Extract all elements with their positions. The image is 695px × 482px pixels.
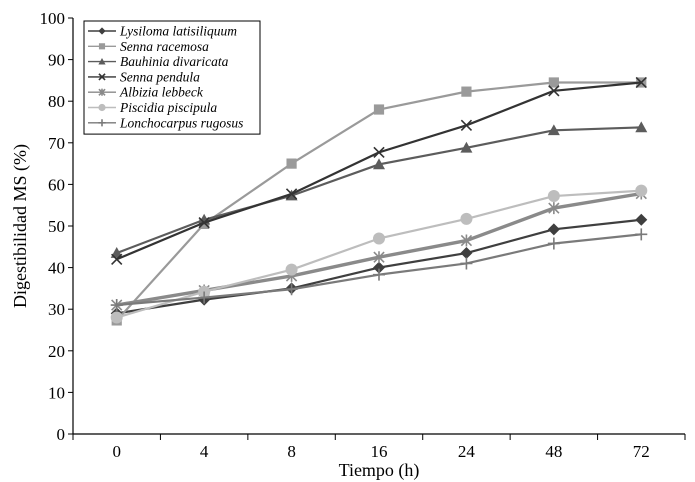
y-tick-label: 80	[48, 92, 65, 111]
y-tick-label: 60	[48, 175, 65, 194]
legend-label: Senna racemosa	[120, 39, 209, 54]
data-point	[635, 213, 648, 226]
legend-marker	[98, 119, 106, 127]
data-point	[460, 212, 473, 225]
data-point	[373, 251, 385, 264]
x-tick-label: 72	[633, 442, 650, 461]
data-point	[548, 202, 560, 215]
x-tick-label: 0	[112, 442, 121, 461]
data-point	[198, 291, 211, 304]
series-layer	[110, 76, 648, 326]
legend-entry: Lonchocarpus rugosus	[88, 115, 243, 130]
legend-entry: Lysiloma latisiliquum	[88, 24, 237, 39]
data-point	[460, 247, 473, 260]
series-7	[110, 228, 648, 312]
data-point	[285, 283, 298, 296]
data-point	[111, 253, 123, 265]
y-tick-label: 40	[48, 259, 65, 278]
series-4	[111, 76, 647, 265]
data-point	[373, 158, 385, 170]
y-tick-label: 90	[48, 51, 65, 70]
series-5	[111, 187, 647, 312]
data-point	[547, 124, 560, 136]
data-point	[110, 247, 123, 258]
legend-marker	[98, 27, 106, 35]
data-point	[460, 119, 473, 131]
legend-marker	[98, 103, 106, 112]
legend-entry: Senna racemosa	[88, 39, 209, 54]
y-tick-label: 20	[48, 342, 65, 361]
data-point	[373, 104, 385, 115]
legend-label: Bauhinia divaricata	[120, 54, 229, 69]
y-axis-ticks: 0 10 20 30 40 50 60 70 80 90 100	[40, 9, 73, 444]
y-tick-label: 100	[40, 9, 66, 28]
data-point	[461, 86, 472, 97]
y-tick-label: 30	[48, 300, 65, 319]
data-point	[373, 268, 385, 281]
x-tick-label: 8	[287, 442, 296, 461]
legend-label: Lysiloma latisiliquum	[119, 24, 237, 39]
legend-marker	[98, 43, 106, 50]
data-point	[548, 77, 559, 88]
data-point	[373, 232, 385, 245]
data-point	[635, 121, 648, 133]
data-point	[110, 311, 123, 324]
x-tick-label: 48	[545, 442, 562, 461]
legend-label: Lonchocarpus rugosus	[119, 115, 243, 130]
data-point	[460, 234, 473, 247]
legend-entry: Piscidia piscipula	[88, 100, 217, 115]
y-tick-label: 0	[57, 425, 66, 444]
data-point	[547, 190, 560, 203]
data-point	[635, 184, 648, 197]
data-point	[547, 237, 560, 250]
legend-entry: Senna pendula	[88, 69, 200, 84]
legend-marker	[98, 88, 106, 96]
data-point	[373, 261, 385, 274]
data-point	[548, 85, 560, 97]
data-point	[285, 188, 298, 200]
data-point	[286, 158, 297, 169]
x-tick-label: 24	[458, 442, 476, 461]
legend-entry: Bauhinia divaricata	[88, 54, 229, 69]
x-axis-label: Tiempo (h)	[339, 460, 420, 481]
data-point	[198, 217, 210, 229]
x-tick-label: 16	[371, 442, 388, 461]
data-point	[110, 299, 123, 312]
series-line	[116, 191, 642, 307]
x-tick-label: 4	[200, 442, 209, 461]
legend-label: Senna pendula	[120, 69, 200, 84]
data-point	[635, 76, 647, 89]
data-point	[460, 257, 473, 270]
y-tick-label: 10	[48, 383, 65, 402]
data-point	[460, 141, 473, 153]
data-point	[635, 228, 648, 241]
y-tick-label: 70	[48, 134, 65, 153]
y-axis-label: Digestibilidad MS (%)	[10, 144, 31, 308]
legend-entry: Albizia lebbeck	[88, 85, 204, 100]
legend-label: Piscidia piscipula	[119, 100, 217, 115]
data-point	[285, 263, 298, 276]
data-point	[373, 146, 385, 159]
legend-marker	[98, 73, 106, 81]
series-1	[110, 213, 648, 320]
y-tick-label: 50	[48, 217, 65, 236]
data-point	[547, 223, 560, 236]
x-axis-ticks: 0 4 8 16 24 48 72	[72, 434, 686, 461]
legend-label: Albizia lebbeck	[119, 85, 204, 100]
legend-marker	[98, 58, 106, 65]
